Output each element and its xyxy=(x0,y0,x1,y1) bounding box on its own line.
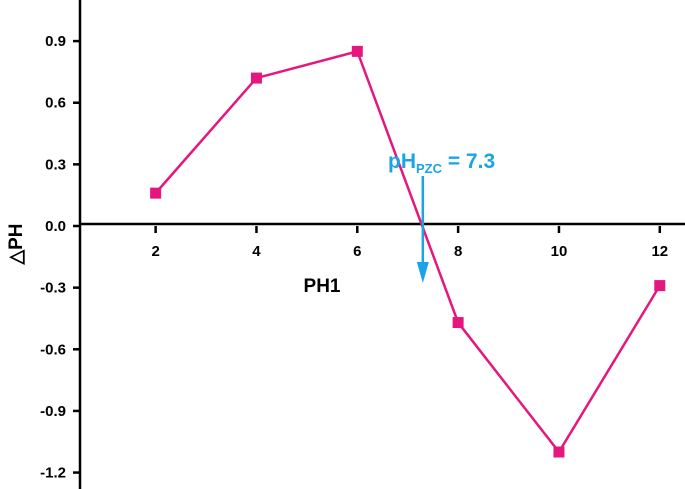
x-tick-label: 10 xyxy=(551,243,568,260)
x-tick-label: 4 xyxy=(252,243,261,260)
x-tick-label: 8 xyxy=(454,243,462,260)
pzc-annotation: pHPZC = 7.3 xyxy=(388,150,495,283)
x-ticks: 2 4 6 8 10 12 xyxy=(151,226,668,260)
y-tick-label: -1.2 xyxy=(40,465,66,482)
series-line xyxy=(154,49,661,455)
x-axis-title: PH1 xyxy=(304,276,341,297)
data-point xyxy=(150,187,162,199)
y-ticks: 0.9 0.6 0.3 0.0 -0.3 -0.6 -0.9 -1.2 xyxy=(40,33,80,482)
data-points xyxy=(150,45,666,458)
data-point xyxy=(553,446,565,458)
pzc-label-sub: PZC xyxy=(416,161,443,176)
x-tick-label: 6 xyxy=(353,243,361,260)
data-point xyxy=(654,280,666,292)
data-point xyxy=(250,72,262,84)
pzc-annotation-label: pHPZC = 7.3 xyxy=(388,150,495,176)
pzc-label-value: = 7.3 xyxy=(442,150,495,173)
y-tick-label: 0.0 xyxy=(45,218,66,235)
x-tick-label: 2 xyxy=(151,243,159,260)
y-tick-label: 0.3 xyxy=(45,156,66,173)
x-tick-label: 12 xyxy=(651,243,668,260)
y-tick-label: 0.6 xyxy=(45,95,66,112)
y-tick-label: -0.9 xyxy=(40,403,66,420)
data-point xyxy=(452,317,464,329)
y-axis-title: △PH xyxy=(6,223,27,265)
y-tick-label: -0.6 xyxy=(40,341,66,358)
pzc-label-main: pH xyxy=(388,150,416,173)
data-point xyxy=(351,45,363,57)
y-tick-label: 0.9 xyxy=(45,33,66,50)
y-tick-label: -0.3 xyxy=(40,280,66,297)
pzc-arrowhead xyxy=(416,262,429,283)
